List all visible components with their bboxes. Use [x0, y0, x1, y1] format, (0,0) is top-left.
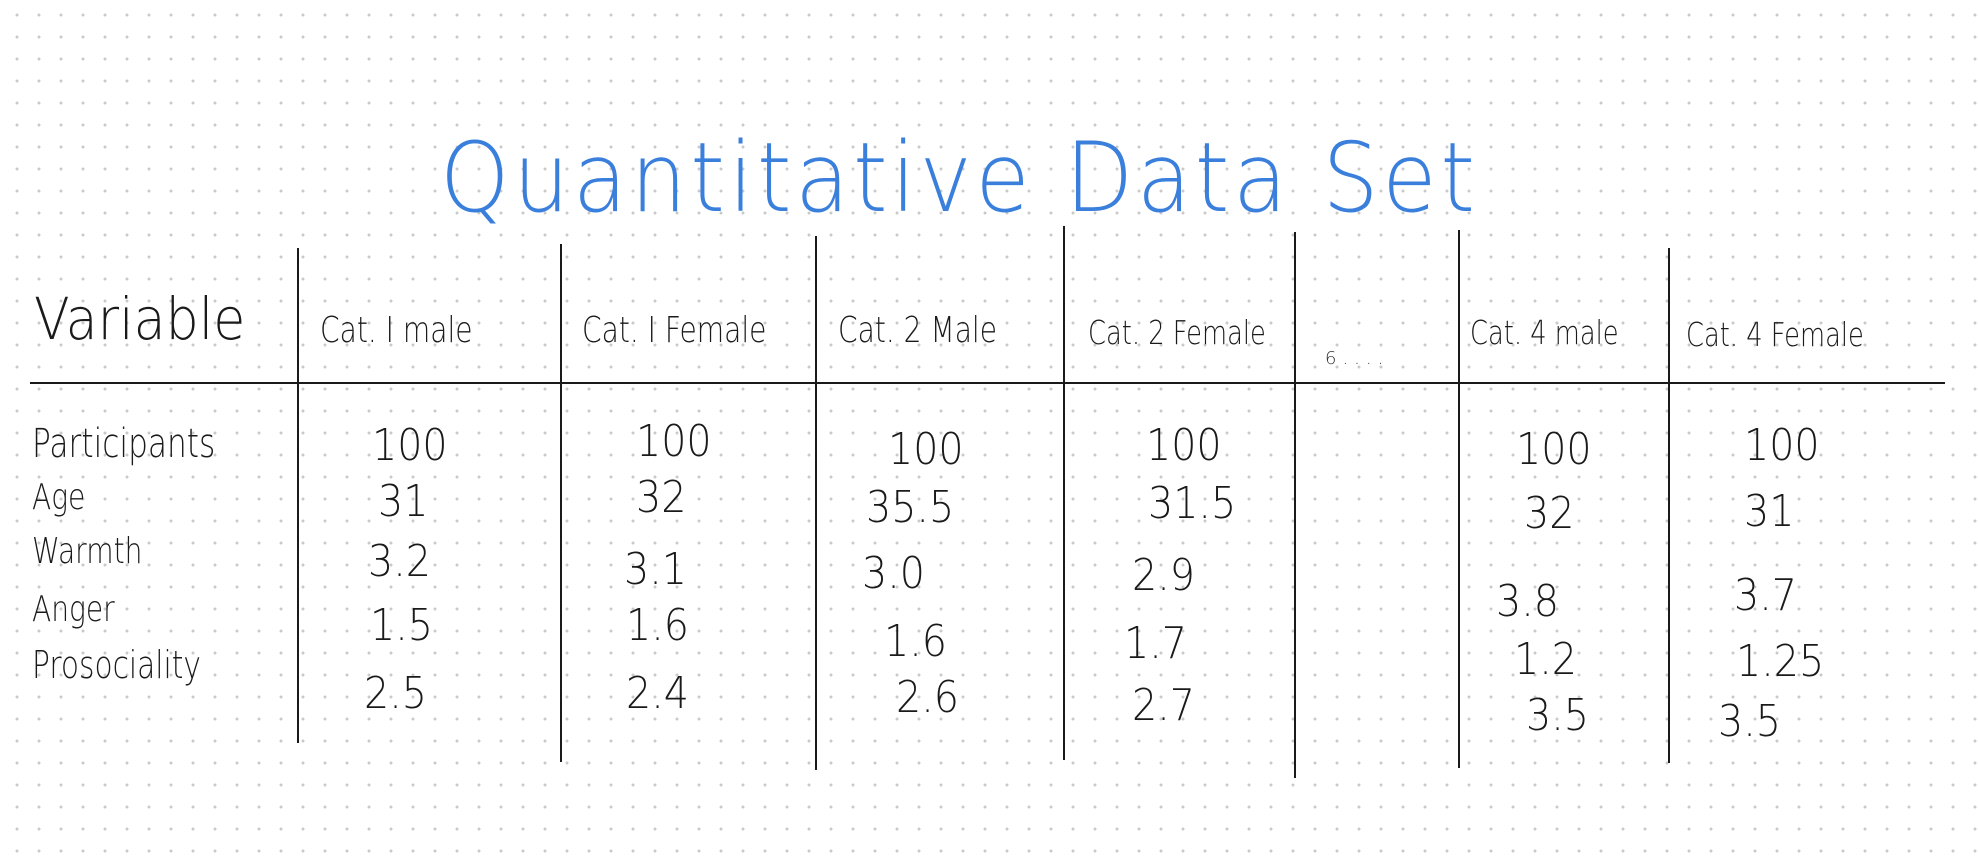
cell-cat4-female-warmth: 3.7	[1734, 570, 1797, 621]
column-divider	[1458, 230, 1460, 768]
cell-cat4-male-age: 32	[1524, 488, 1575, 539]
cell-cat2-male-warmth: 3.0	[862, 548, 925, 599]
cell-cat4-male-prosociality: 3.5	[1526, 690, 1589, 741]
cell-cat2-female-warmth: 2.9	[1132, 550, 1195, 601]
header-rule	[30, 382, 1945, 384]
row-label-participants: Participants	[32, 421, 216, 467]
cell-cat1-female-participants: 100	[636, 416, 712, 467]
cell-cat4-male-anger: 1.2	[1514, 634, 1577, 685]
row-label-warmth: Warmth	[32, 531, 143, 572]
header-cat4-male: Cat. 4 male	[1470, 313, 1619, 352]
cell-cat4-female-participants: 100	[1744, 420, 1820, 471]
column-divider	[1294, 232, 1296, 778]
cell-cat1-female-prosociality: 2.4	[626, 668, 689, 719]
header-cat2-male: Cat. 2 Male	[838, 310, 997, 351]
cell-cat1-male-participants: 100	[372, 420, 448, 471]
column-divider	[1063, 226, 1065, 760]
cell-cat4-male-warmth: 3.8	[1496, 576, 1559, 627]
cell-cat4-male-participants: 100	[1516, 424, 1592, 475]
column-divider	[560, 244, 562, 762]
cell-cat4-female-prosociality: 3.5	[1718, 696, 1781, 747]
cell-cat2-male-age: 35.5	[866, 482, 955, 533]
row-label-anger: Anger	[32, 589, 115, 630]
cell-cat2-male-anger: 1.6	[884, 616, 947, 667]
cell-cat2-female-anger: 1.7	[1124, 618, 1187, 669]
header-cat1-male: Cat. I male	[320, 310, 473, 351]
row-label-prosociality: Prosociality	[32, 643, 201, 687]
header-cat1-female: Cat. I Female	[582, 310, 767, 351]
cell-cat2-female-age: 31.5	[1148, 478, 1237, 529]
column-divider	[815, 236, 817, 770]
header-cat2-female: Cat. 2 Female	[1088, 313, 1266, 352]
header-cat4-female: Cat. 4 Female	[1686, 315, 1864, 354]
cell-cat4-female-age: 31	[1744, 486, 1795, 537]
cell-cat4-female-anger: 1.25	[1736, 636, 1825, 687]
cell-cat2-female-prosociality: 2.7	[1132, 680, 1195, 731]
cell-cat1-male-anger: 1.5	[370, 600, 433, 651]
column-divider	[297, 248, 299, 743]
row-label-age: Age	[32, 477, 86, 518]
cell-cat1-female-age: 32	[636, 472, 687, 523]
header-variable: Variable	[34, 285, 246, 353]
page-title: Quantitative Data Set	[440, 122, 1479, 234]
cell-cat2-male-participants: 100	[888, 424, 964, 475]
column-divider	[1668, 248, 1670, 763]
cell-cat1-female-warmth: 3.1	[624, 544, 687, 595]
cell-cat2-female-participants: 100	[1146, 420, 1222, 471]
cell-cat1-female-anger: 1.6	[626, 600, 689, 651]
cell-cat1-male-warmth: 3.2	[368, 536, 431, 587]
cell-cat2-male-prosociality: 2.6	[896, 672, 959, 723]
cell-cat1-male-age: 31	[378, 476, 429, 527]
cell-cat1-male-prosociality: 2.5	[364, 668, 427, 719]
header-ellipsis: 6....	[1325, 348, 1390, 369]
